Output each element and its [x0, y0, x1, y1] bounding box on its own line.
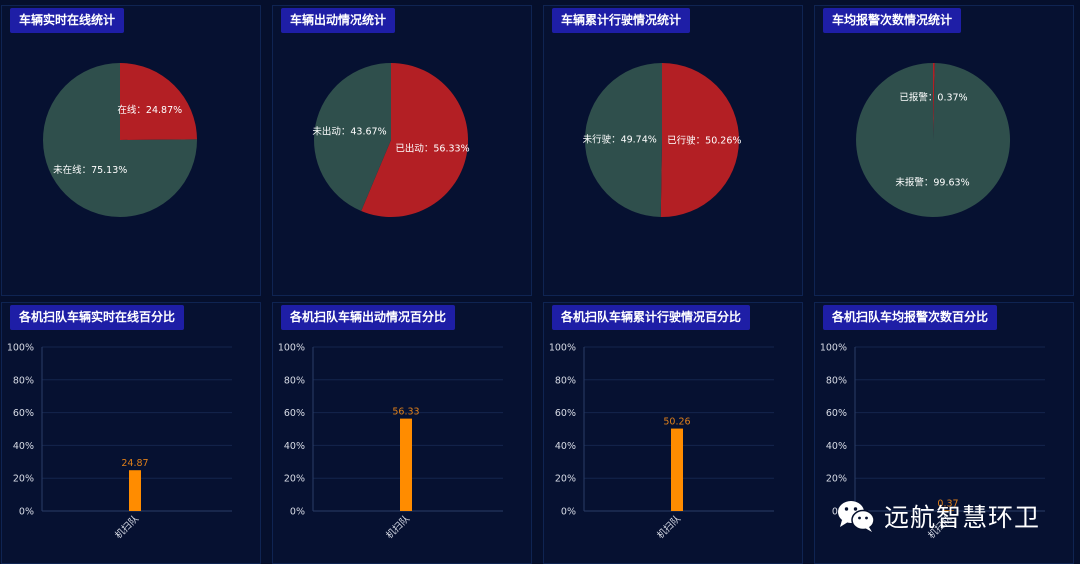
y-tick-label: 20% — [13, 474, 34, 485]
pie-slice — [361, 63, 469, 217]
bar — [671, 428, 683, 511]
panel-dispatch-percent: 0% 20% 40% 60% 80% 100% 56.33 机扫队 各机扫队车辆出动情况百分比 — [272, 302, 532, 564]
alarm-pie-chart: 已报警：0.37% 未报警：99.63% — [856, 62, 1011, 217]
pie-slice — [856, 63, 1011, 217]
pie-slice-label: 未行驶：49.74% — [583, 134, 657, 146]
y-tick-label: 20% — [826, 474, 847, 485]
y-tick-label: 100% — [549, 343, 576, 354]
panel-dispatch-stats: 已出动：56.33% 未出动：43.67% 车辆出动情况统计 — [272, 5, 532, 296]
pie-slice-label: 未报警：99.63% — [895, 176, 969, 188]
pie-slice — [314, 63, 391, 211]
panel-online-percent: 0% 20% 40% 60% 80% 100% 24.87 机扫队 各机扫队车辆实时在线百分比 — [1, 302, 261, 564]
pie-slice-label: 已出动：56.33% — [395, 142, 469, 154]
pie-slice — [43, 63, 198, 217]
y-tick-label: 60% — [13, 408, 34, 419]
pie-slice-label: 未出动：43.67% — [312, 126, 386, 138]
bar — [129, 470, 141, 511]
x-tick-label: 机扫队 — [654, 512, 683, 541]
y-tick-label: 80% — [284, 375, 305, 386]
y-tick-label: 20% — [284, 474, 305, 485]
panel-title: 车辆累计行驶情况统计 — [552, 8, 691, 33]
panel-title: 各机扫队车均报警次数百分比 — [823, 305, 998, 330]
dispatch-pie-chart: 已出动：56.33% 未出动：43.67% — [312, 63, 470, 217]
panel-title: 各机扫队车辆累计行驶情况百分比 — [552, 305, 751, 330]
watermark-text: 远航智慧环卫 — [884, 503, 1041, 532]
bar — [942, 510, 954, 511]
y-tick-label: 40% — [826, 441, 847, 452]
x-tick-label: 机扫队 — [112, 512, 141, 541]
y-tick-label: 40% — [555, 441, 576, 452]
y-tick-label: 0% — [19, 507, 34, 518]
pie-slice-label: 已行驶：50.26% — [667, 134, 741, 146]
y-tick-label: 0% — [561, 507, 576, 518]
y-tick-label: 20% — [555, 474, 576, 485]
panel-online-stats: 在线：24.87% 未在线：75.13% 车辆实时在线统计 — [1, 5, 261, 296]
pie-slice — [933, 62, 935, 140]
x-tick-label: 机扫队 — [383, 512, 412, 541]
panel-mileage-percent: 0% 20% 40% 60% 80% 100% 50.26 机扫队 各机扫队车辆累计行驶情况百… — [543, 302, 803, 564]
y-tick-label: 80% — [13, 375, 34, 386]
panel-title: 车辆实时在线统计 — [10, 8, 125, 33]
bar-value-label: 50.26 — [663, 417, 690, 428]
mileage-bar-chart: 0% 20% 40% 60% 80% 100% 50.26 机扫队 — [549, 343, 774, 541]
y-tick-label: 80% — [555, 375, 576, 386]
bar-value-label: 56.33 — [392, 407, 419, 418]
y-tick-label: 100% — [820, 343, 847, 354]
panel-alarm-stats: 已报警：0.37% 未报警：99.63% 车均报警次数情况统计 — [814, 5, 1074, 296]
y-tick-label: 60% — [555, 408, 576, 419]
y-tick-label: 60% — [826, 408, 847, 419]
y-tick-label: 100% — [7, 343, 34, 354]
watermark: 远航智慧环卫 — [836, 496, 1040, 536]
y-tick-label: 40% — [13, 441, 34, 452]
online-bar-chart: 0% 20% 40% 60% 80% 100% 24.87 机扫队 — [7, 343, 232, 541]
pie-slice — [120, 63, 197, 140]
wechat-icon — [838, 501, 875, 532]
y-tick-label: 40% — [284, 441, 305, 452]
online-pie-chart: 在线：24.87% 未在线：75.13% — [43, 63, 198, 217]
panel-title: 车辆出动情况统计 — [281, 8, 396, 33]
pie-slice — [584, 63, 662, 217]
pie-slice-label: 已报警：0.37% — [899, 92, 967, 104]
panel-mileage-stats: 已行驶：50.26% 未行驶：49.74% 车辆累计行驶情况统计 — [543, 5, 803, 296]
panel-title: 各机扫队车辆实时在线百分比 — [10, 305, 185, 330]
dispatch-bar-chart: 0% 20% 40% 60% 80% 100% 56.33 机扫队 — [278, 343, 503, 541]
bar — [400, 418, 412, 511]
bar-value-label: 24.87 — [121, 458, 148, 469]
pie-slice-label: 未在线：75.13% — [53, 164, 127, 176]
pie-slice — [660, 63, 739, 218]
y-tick-label: 100% — [278, 343, 305, 354]
panel-title: 车均报警次数情况统计 — [823, 8, 962, 33]
panel-title: 各机扫队车辆出动情况百分比 — [281, 305, 456, 330]
y-tick-label: 0% — [290, 507, 305, 518]
bar-value-label: 0.37 — [937, 498, 958, 509]
y-tick-label: 60% — [284, 408, 305, 419]
mileage-pie-chart: 已行驶：50.26% 未行驶：49.74% — [583, 63, 741, 218]
pie-slice-label: 在线：24.87% — [117, 104, 182, 116]
y-tick-label: 80% — [826, 375, 847, 386]
